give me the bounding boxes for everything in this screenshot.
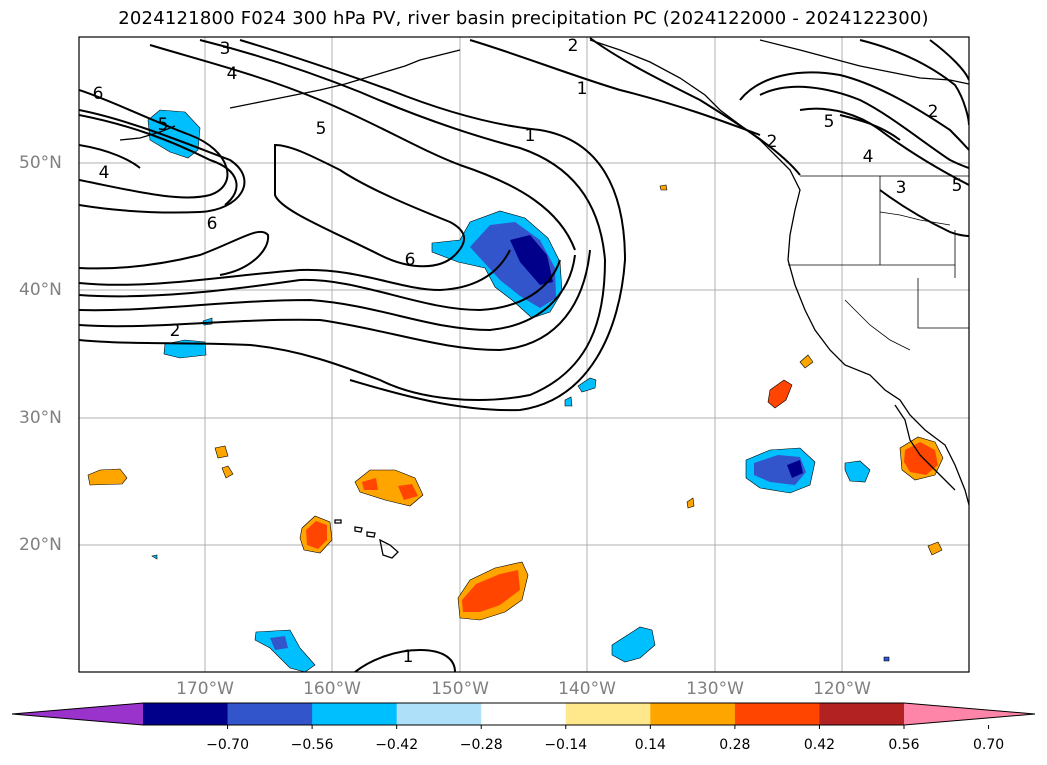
contour-label: 5 xyxy=(316,119,327,139)
colorbar-tick-label: 0.70 xyxy=(972,737,1005,753)
colorbar-tick-label: −0.70 xyxy=(206,737,249,753)
contour-label: 2 xyxy=(928,102,939,122)
colorbar-extend-max xyxy=(904,703,1035,725)
lon-label-140w: 140°W xyxy=(558,679,616,699)
map-title: 2024121800 F024 300 hPa PV, river basin … xyxy=(118,8,929,29)
lon-label-120w: 120°W xyxy=(813,679,871,699)
contour-label: 5 xyxy=(158,115,169,135)
lon-label-170w: 170°W xyxy=(176,679,234,699)
pv-contours xyxy=(79,37,969,672)
colorbar-segment xyxy=(227,703,313,725)
pv-contour-labels: 2 3 4 5 6 1 1 5 6 4 6 6 2 5 4 2 3 5 2 1 xyxy=(93,36,963,667)
lon-label-150w: 150°W xyxy=(431,679,489,699)
contour-label: 5 xyxy=(952,176,963,196)
coastlines xyxy=(119,39,969,559)
colorbar-tick-label: 0.28 xyxy=(719,737,751,753)
colorbar-tick-label: 0.14 xyxy=(634,737,666,753)
colorbar-tick-label: −0.56 xyxy=(290,737,334,753)
contour-label: 1 xyxy=(403,647,414,667)
contour-label: 2 xyxy=(767,132,778,152)
lat-label-40n: 40°N xyxy=(19,280,62,300)
lat-label-50n: 50°N xyxy=(19,153,62,173)
contour-label: 4 xyxy=(863,147,874,167)
colorbar-segment xyxy=(312,703,398,725)
precip-area-negative-2 xyxy=(147,109,201,159)
contour-label: 1 xyxy=(577,79,588,99)
colorbar-tick-label: 0.56 xyxy=(888,737,920,753)
lat-label-20n: 20°N xyxy=(19,535,62,555)
colorbar-segment xyxy=(734,703,820,725)
lat-label-30n: 30°N xyxy=(19,408,62,428)
colorbar-segment xyxy=(481,703,567,725)
colorbar-tick-label: −0.28 xyxy=(459,737,503,753)
contour-label: 5 xyxy=(824,112,835,132)
contour-label: 2 xyxy=(568,36,579,56)
lon-label-130w: 130°W xyxy=(686,679,744,699)
colorbar-extend-min xyxy=(12,703,143,725)
contour-label: 3 xyxy=(220,39,231,59)
contour-label: 1 xyxy=(525,126,536,146)
contour-label: 6 xyxy=(405,250,416,270)
colorbar-outline xyxy=(11,702,1036,726)
contour-label: 4 xyxy=(99,163,110,183)
contour-label: 4 xyxy=(227,64,238,84)
contour-label: 6 xyxy=(93,84,104,104)
colorbar-tick-label: −0.14 xyxy=(544,737,588,753)
colorbar-segment xyxy=(565,703,651,725)
colorbar-segment xyxy=(143,703,229,725)
colorbar-segment xyxy=(650,703,736,725)
colorbar-segment xyxy=(819,703,905,725)
map-frame xyxy=(78,36,970,673)
political-borders xyxy=(788,175,969,351)
contour-label: 2 xyxy=(170,321,181,341)
lon-label-160w: 160°W xyxy=(303,679,361,699)
colorbar-tick-label: −0.42 xyxy=(375,737,419,753)
colorbar-segment xyxy=(396,703,482,725)
colorbar-tick-label: 0.42 xyxy=(803,737,836,753)
contour-label: 6 xyxy=(207,214,218,234)
contour-label: 3 xyxy=(896,178,907,198)
